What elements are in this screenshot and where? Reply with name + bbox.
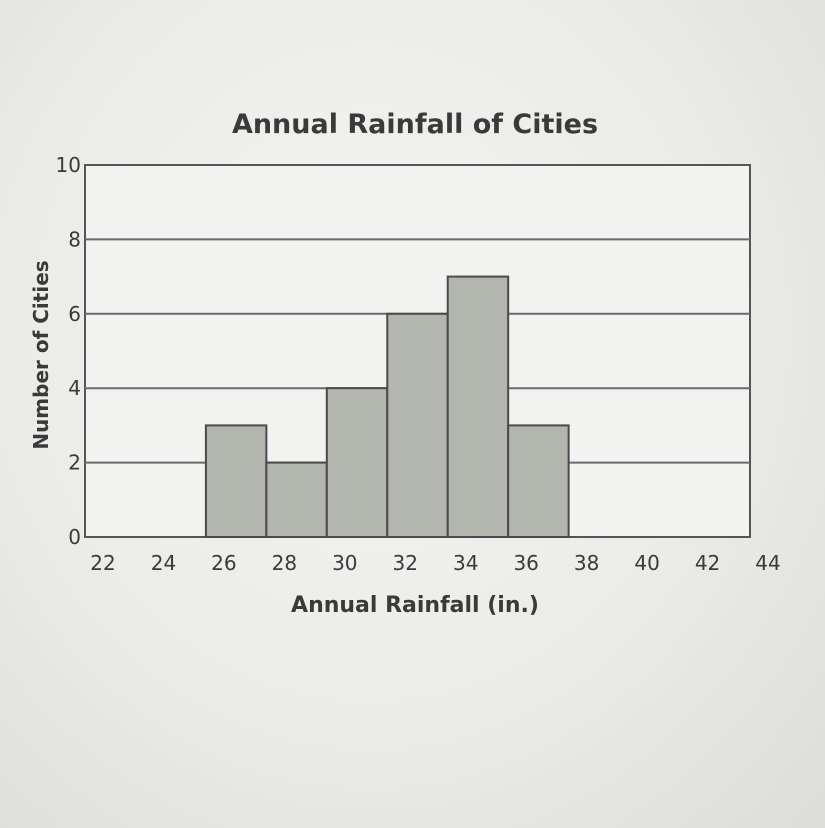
bar-28-30 [265,461,328,539]
x-tick-44: 44 [755,551,780,575]
chart-title: Annual Rainfall of Cities [232,109,598,140]
y-tick-0: 0 [68,525,81,549]
x-tick-34: 34 [453,551,478,575]
bar-26-28 [204,424,268,538]
x-tick-22: 22 [90,551,115,575]
y-axis-label: Number of Cities [29,260,53,449]
bar-32-34 [386,312,449,538]
bar-30-32 [325,387,389,539]
x-tick-24: 24 [151,551,176,575]
bar-36-38 [507,424,570,538]
x-tick-36: 36 [513,551,538,575]
y-tick-labels: 0 2 4 6 8 10 [56,153,81,549]
bars [204,275,570,539]
y-tick-4: 4 [68,376,81,400]
x-tick-labels: 22 24 26 28 30 32 34 36 38 40 42 44 [90,551,780,575]
x-tick-30: 30 [332,551,357,575]
y-tick-10: 10 [56,153,81,177]
x-axis-label: Annual Rainfall (in.) [291,593,539,618]
y-tick-8: 8 [68,227,81,251]
y-tick-2: 2 [68,451,81,475]
x-tick-32: 32 [393,551,418,575]
x-tick-38: 38 [574,551,599,575]
bar-34-36 [446,275,510,538]
x-tick-26: 26 [211,551,236,575]
x-tick-40: 40 [634,551,659,575]
x-tick-28: 28 [272,551,297,575]
x-tick-42: 42 [695,551,720,575]
y-tick-6: 6 [68,302,81,326]
